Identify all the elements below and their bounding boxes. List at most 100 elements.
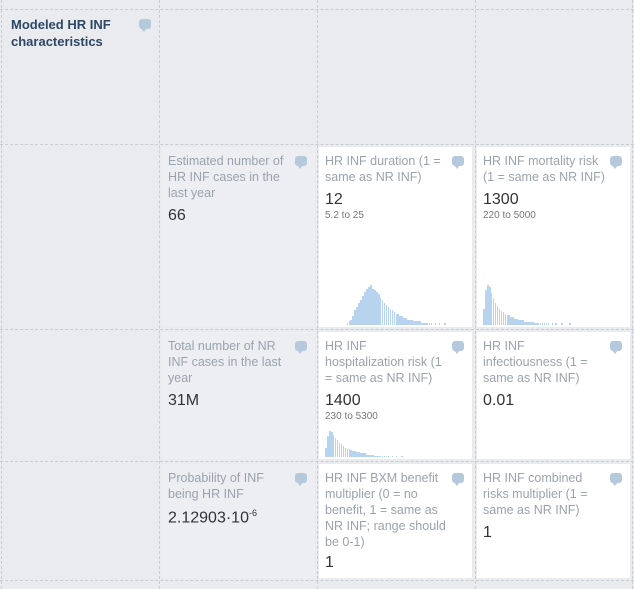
card-label: Probability of INF being HR INF xyxy=(168,471,264,501)
histogram-bar xyxy=(383,303,386,325)
card-hr-duration[interactable]: HR INF duration (1 = same as NR INF) 12 … xyxy=(319,147,472,327)
comment-icon[interactable] xyxy=(610,473,622,486)
card-hr-hospitalization[interactable]: HR INF hospitalization risk (1 = same as… xyxy=(319,332,472,459)
histogram-bar xyxy=(375,455,378,457)
histogram-bar xyxy=(356,452,358,457)
histogram-bar xyxy=(399,315,402,325)
comment-icon[interactable] xyxy=(610,156,622,169)
distribution-histogram xyxy=(325,285,466,325)
histogram-bar xyxy=(422,323,425,325)
comment-icon[interactable] xyxy=(295,473,307,486)
histogram-bar xyxy=(350,319,353,325)
histogram-bar xyxy=(368,454,370,457)
histogram-bar xyxy=(502,312,505,325)
histogram-bar xyxy=(348,448,351,457)
histogram-bar xyxy=(484,289,487,325)
histogram-bar xyxy=(360,453,362,457)
card-hr-infectiousness[interactable]: HR INF infectiousness (1 = same as NR IN… xyxy=(477,332,630,459)
histogram-bar xyxy=(530,321,532,325)
histogram-bar xyxy=(494,302,497,325)
histogram-bar xyxy=(420,323,423,325)
comment-icon[interactable] xyxy=(452,156,464,169)
histogram-bar xyxy=(569,323,571,325)
histogram-bar xyxy=(358,452,360,457)
histogram-bar xyxy=(426,323,429,325)
histogram-bar xyxy=(379,297,382,325)
histogram-bar xyxy=(330,432,333,457)
histogram-bar xyxy=(543,323,546,325)
histogram-bar xyxy=(551,323,554,325)
histogram-bar xyxy=(389,308,392,325)
histogram-bar xyxy=(500,310,503,325)
histogram-bar xyxy=(547,323,550,325)
histogram-bar xyxy=(508,315,511,325)
card-label: Total number of NR INF cases in the last… xyxy=(168,339,282,385)
comment-icon[interactable] xyxy=(139,19,151,32)
histogram-bar xyxy=(372,454,374,457)
card-hr-combined-multiplier[interactable]: HR INF combined risks multiplier (1 = sa… xyxy=(477,464,630,578)
card-label: HR INF hospitalization risk (1 = same as… xyxy=(325,339,442,385)
histogram-bar xyxy=(419,321,421,325)
card-estimated-hr-cases[interactable]: Estimated number of HR INF cases in the … xyxy=(162,147,315,327)
histogram-bar xyxy=(417,321,419,325)
histogram-bar xyxy=(385,305,388,325)
comment-icon[interactable] xyxy=(295,341,307,354)
histogram-bar xyxy=(537,323,540,325)
histogram-bar xyxy=(356,306,358,325)
card-label: HR INF infectiousness (1 = same as NR IN… xyxy=(483,339,588,385)
histogram-bar xyxy=(373,290,376,325)
histogram-bar xyxy=(326,435,329,457)
card-value: 1300 xyxy=(483,191,519,208)
histogram-bar xyxy=(354,451,357,457)
histogram-bar xyxy=(352,315,355,325)
card-label: HR INF duration (1 = same as NR INF) xyxy=(325,154,441,184)
card-value: 66 xyxy=(168,207,186,224)
histogram-bar xyxy=(397,314,400,325)
histogram-bar xyxy=(533,323,536,325)
card-total-nr-cases[interactable]: Total number of NR INF cases in the last… xyxy=(162,332,315,459)
histogram-bar xyxy=(409,319,411,325)
histogram-bar xyxy=(381,455,384,457)
histogram-bar xyxy=(528,321,530,325)
histogram-bar xyxy=(344,447,347,457)
histogram-bar xyxy=(395,455,398,457)
comment-icon[interactable] xyxy=(295,156,307,169)
card-value: 2.12903·10-6 xyxy=(168,508,309,527)
histogram-bar xyxy=(342,446,345,457)
histogram-bar xyxy=(338,442,341,457)
card-probability-hr[interactable]: Probability of INF being HR INF 2.12903·… xyxy=(162,464,315,578)
histogram-bar xyxy=(325,447,327,457)
card-value: 1 xyxy=(325,554,334,571)
histogram-bar xyxy=(381,299,384,325)
histogram-bar xyxy=(377,294,380,325)
histogram-bar xyxy=(488,286,491,325)
card-label: HR INF combined risks multiplier (1 = sa… xyxy=(483,471,588,517)
card-value: 1400 xyxy=(325,392,361,409)
card-label: Estimated number of HR INF cases in the … xyxy=(168,154,284,200)
comment-icon[interactable] xyxy=(452,341,464,354)
histogram-bar xyxy=(360,299,362,325)
section-title: Modeled HR INF characteristics xyxy=(11,17,111,49)
card-hr-mortality[interactable]: HR INF mortality risk (1 = same as NR IN… xyxy=(477,147,630,327)
histogram-bar xyxy=(498,309,501,325)
histogram-bar xyxy=(428,323,431,325)
histogram-bar xyxy=(518,320,520,325)
histogram-bar xyxy=(395,314,398,325)
histogram-bar xyxy=(561,323,563,325)
histogram-bar xyxy=(336,440,339,457)
histogram-bar xyxy=(346,448,349,457)
distribution-histogram xyxy=(325,431,466,457)
histogram-bar xyxy=(350,449,353,457)
histogram-bar xyxy=(524,321,526,325)
histogram-bar xyxy=(370,285,372,325)
comment-icon[interactable] xyxy=(610,341,622,354)
histogram-bar xyxy=(520,320,522,325)
histogram-bar xyxy=(512,317,515,325)
card-hr-bxm-multiplier[interactable]: HR INF BXM benefit multiplier (0 = no be… xyxy=(319,464,472,578)
comment-icon[interactable] xyxy=(452,473,464,486)
histogram-bar xyxy=(522,320,524,325)
histogram-bar xyxy=(366,288,368,325)
histogram-bar xyxy=(377,455,380,457)
histogram-bar xyxy=(352,451,355,457)
card-value: 1 xyxy=(483,524,492,541)
